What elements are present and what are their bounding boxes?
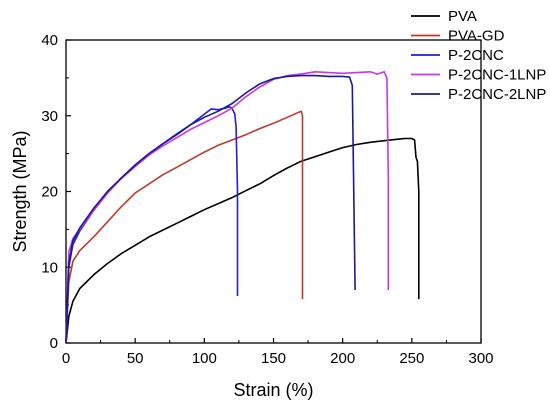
legend-label-pva: PVA xyxy=(448,8,477,25)
x-tick-label: 0 xyxy=(62,350,70,367)
series-line-pva-gd xyxy=(65,110,304,344)
y-tick-label: 10 xyxy=(41,259,58,276)
y-tick-label: 30 xyxy=(41,108,58,125)
legend: PVA PVA-GD P-2CNC P-2CNC-1LNP P-2CNC-2LNP xyxy=(411,8,546,103)
x-tick-label: 300 xyxy=(468,350,493,367)
series-line-p-2cnc-1lnp xyxy=(65,71,390,344)
x-tick-label: 250 xyxy=(399,350,424,367)
axis-ticks-group: 0 50 100 150 200 250 300 0 10 20 30 40 xyxy=(41,32,493,367)
y-tick-label: 0 xyxy=(50,335,58,352)
y-tick-label: 40 xyxy=(41,32,58,49)
x-tick-label: 200 xyxy=(330,350,355,367)
y-axis-title: Strength (MPa) xyxy=(10,130,30,252)
legend-label-pva-gd: PVA-GD xyxy=(448,28,505,45)
series-line-p-2cnc-2lnp xyxy=(65,74,356,344)
x-axis-title: Strain (%) xyxy=(233,380,313,400)
x-tick-label: 150 xyxy=(261,350,286,367)
series-group xyxy=(65,71,420,344)
x-tick-label: 50 xyxy=(127,350,144,367)
series-line-pva xyxy=(65,137,420,344)
legend-label-p-2cnc-2lnp: P-2CNC-2LNP xyxy=(448,86,546,103)
y-tick-label: 20 xyxy=(41,184,58,201)
legend-label-p-2cnc-1lnp: P-2CNC-1LNP xyxy=(448,67,546,84)
x-tick-label: 100 xyxy=(192,350,217,367)
series-line-p-2cnc xyxy=(65,105,239,344)
legend-label-p-2cnc: P-2CNC xyxy=(448,47,504,64)
